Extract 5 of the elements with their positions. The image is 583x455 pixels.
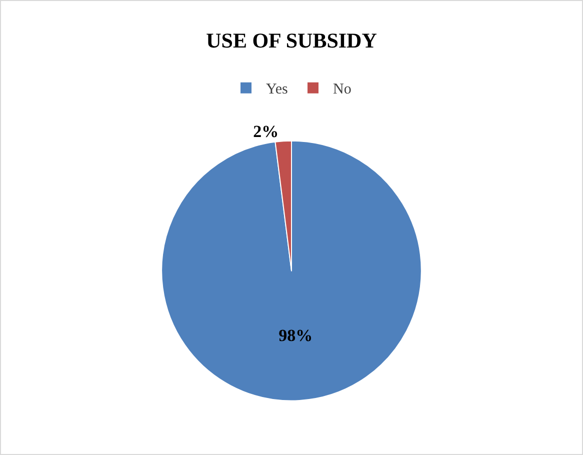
legend-label: Yes <box>266 82 288 98</box>
legend-label: No <box>332 82 352 98</box>
chart-title: USE OF SUBSIDY <box>206 28 377 52</box>
data-label: 2% <box>253 122 279 142</box>
data-label: 98% <box>278 326 313 346</box>
